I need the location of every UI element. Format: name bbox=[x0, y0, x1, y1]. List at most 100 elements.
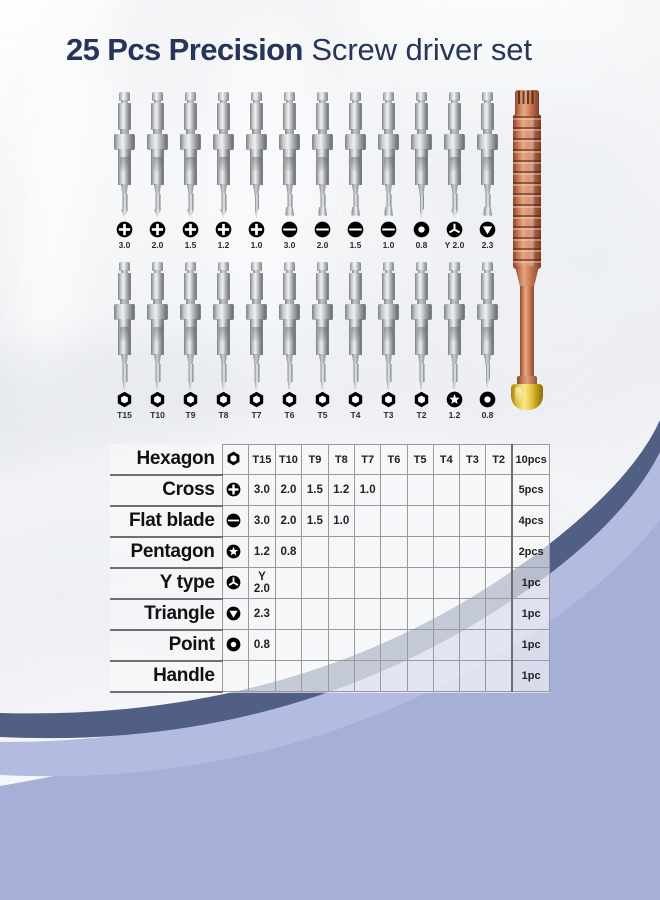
bit-label: 3.0 bbox=[283, 240, 296, 250]
spec-cell bbox=[458, 567, 487, 599]
bit-shaft bbox=[339, 262, 372, 390]
spec-row-icon-cell bbox=[221, 474, 250, 506]
bit-label: 1.5 bbox=[349, 240, 362, 250]
spec-cell bbox=[458, 660, 487, 692]
spec-cell bbox=[432, 536, 460, 568]
spec-row-icon-cell bbox=[221, 567, 250, 599]
bit-row-top: 3.0 2.0 1.5 1.2 1.0 3.0 2.0 1.5 1.0 0.8 Y 2.0 2.3 bbox=[108, 92, 504, 250]
spec-cell bbox=[432, 660, 460, 692]
bit-label: T5 bbox=[317, 410, 328, 420]
hexagon-icon bbox=[149, 391, 167, 409]
spec-qty-cell: 1pc bbox=[511, 629, 551, 661]
bit-shaft bbox=[405, 92, 438, 220]
bit-label: T8 bbox=[218, 410, 229, 420]
bit-item: T15 bbox=[108, 262, 141, 420]
bit-shaft bbox=[141, 92, 174, 220]
spec-row-label: Cross bbox=[110, 474, 223, 507]
bit-label: Y 2.0 bbox=[444, 240, 465, 250]
handle-swivel-cap bbox=[511, 384, 543, 410]
spec-cell: 0.8 bbox=[248, 629, 276, 661]
hexagon-icon bbox=[380, 391, 398, 409]
spec-cell bbox=[406, 660, 434, 692]
spec-row-label: Pentagon bbox=[110, 536, 223, 569]
bit-label: 1.0 bbox=[250, 240, 263, 250]
bit-shaft bbox=[240, 92, 273, 220]
flat-icon bbox=[314, 221, 332, 239]
spec-cell bbox=[327, 536, 355, 568]
spec-cell bbox=[353, 536, 382, 568]
spec-row-label: Hexagon bbox=[110, 444, 223, 476]
ytype-icon bbox=[226, 575, 244, 593]
spec-cell: 1.2 bbox=[327, 474, 355, 506]
flat-icon bbox=[281, 221, 299, 239]
specification-table: Hexagon T15 T10 T9 T8 T7 T6 T5 T4 T3 T2 10pcs Cross 3… bbox=[110, 444, 551, 693]
spec-qty-cell: 10pcs bbox=[511, 444, 551, 475]
spec-cell: T2 bbox=[485, 444, 513, 475]
bit-label: 2.0 bbox=[151, 240, 164, 250]
flat-icon bbox=[226, 513, 244, 531]
bit-item: T5 bbox=[306, 262, 339, 420]
bit-item: 2.0 bbox=[306, 92, 339, 250]
spec-cell: T8 bbox=[327, 444, 355, 475]
spec-cell bbox=[485, 598, 513, 630]
bit-shaft bbox=[273, 262, 306, 390]
spec-cell bbox=[406, 567, 434, 599]
bit-item: 1.5 bbox=[174, 92, 207, 250]
triangle-icon bbox=[479, 221, 497, 239]
bit-label: 1.2 bbox=[217, 240, 230, 250]
title-light: Screw driver set bbox=[302, 32, 532, 67]
spec-cell: 1.0 bbox=[327, 505, 355, 537]
bit-item: T6 bbox=[273, 262, 306, 420]
spec-qty-cell: 1pc bbox=[511, 660, 551, 692]
spec-cell bbox=[301, 536, 329, 568]
handle-collet-slots bbox=[518, 91, 536, 104]
ytype-icon bbox=[446, 221, 464, 239]
spec-qty-cell: 1pc bbox=[511, 598, 551, 630]
spec-cell: T9 bbox=[301, 444, 329, 475]
hexagon-icon bbox=[413, 391, 431, 409]
spec-row-label: Point bbox=[110, 629, 223, 662]
spec-cell bbox=[406, 536, 434, 568]
spec-cell bbox=[353, 505, 382, 537]
spec-cell bbox=[406, 629, 434, 661]
spec-cell: 1.0 bbox=[353, 474, 382, 506]
spec-cell bbox=[274, 567, 303, 599]
spec-cell bbox=[458, 474, 487, 506]
bit-shaft bbox=[471, 262, 504, 390]
handle-shaft bbox=[520, 286, 534, 380]
spec-cell: T10 bbox=[274, 444, 303, 475]
spec-cell: 3.0 bbox=[248, 474, 276, 506]
spec-row-label: Handle bbox=[110, 660, 223, 693]
bit-label: T9 bbox=[185, 410, 196, 420]
spec-qty-cell: 4pcs bbox=[511, 505, 551, 537]
bit-label: T7 bbox=[251, 410, 262, 420]
bit-shaft bbox=[207, 92, 240, 220]
bit-shaft bbox=[339, 92, 372, 220]
table-row: Pentagon 1.2 0.8 2pcs bbox=[110, 536, 551, 569]
spec-cell bbox=[248, 660, 276, 692]
bit-item: T7 bbox=[240, 262, 273, 420]
cross-icon bbox=[226, 482, 244, 500]
spec-cell bbox=[274, 629, 303, 661]
handle-grip-ribs bbox=[513, 116, 541, 266]
spec-cell bbox=[485, 660, 513, 692]
spec-cell bbox=[327, 660, 355, 692]
hexagon-icon bbox=[226, 451, 244, 469]
bit-shaft bbox=[240, 262, 273, 390]
bit-label: 2.3 bbox=[481, 240, 494, 250]
spec-cell bbox=[485, 536, 513, 568]
spec-row-icon-cell bbox=[221, 444, 250, 475]
spec-row-icon-cell bbox=[221, 629, 250, 661]
table-row: Hexagon T15 T10 T9 T8 T7 T6 T5 T4 T3 T2 10pcs bbox=[110, 444, 551, 476]
screwdriver-handle bbox=[506, 90, 548, 420]
spec-cell: Y 2.0 bbox=[248, 567, 276, 599]
spec-row-icon-cell bbox=[221, 598, 250, 630]
bit-item: 1.0 bbox=[372, 92, 405, 250]
bit-shaft bbox=[306, 92, 339, 220]
hexagon-icon bbox=[116, 391, 134, 409]
spec-cell bbox=[353, 660, 382, 692]
pentagon-icon bbox=[446, 391, 464, 409]
spec-cell bbox=[406, 474, 434, 506]
spec-cell bbox=[353, 629, 382, 661]
spec-cell bbox=[485, 629, 513, 661]
